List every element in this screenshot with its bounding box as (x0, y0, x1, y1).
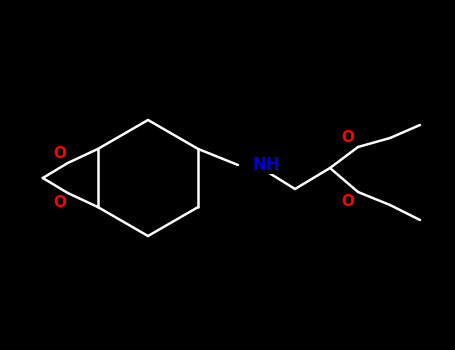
Text: O: O (53, 195, 66, 210)
Text: O: O (341, 130, 354, 145)
Text: NH: NH (252, 156, 280, 174)
Text: O: O (341, 194, 354, 209)
Text: O: O (53, 146, 66, 161)
